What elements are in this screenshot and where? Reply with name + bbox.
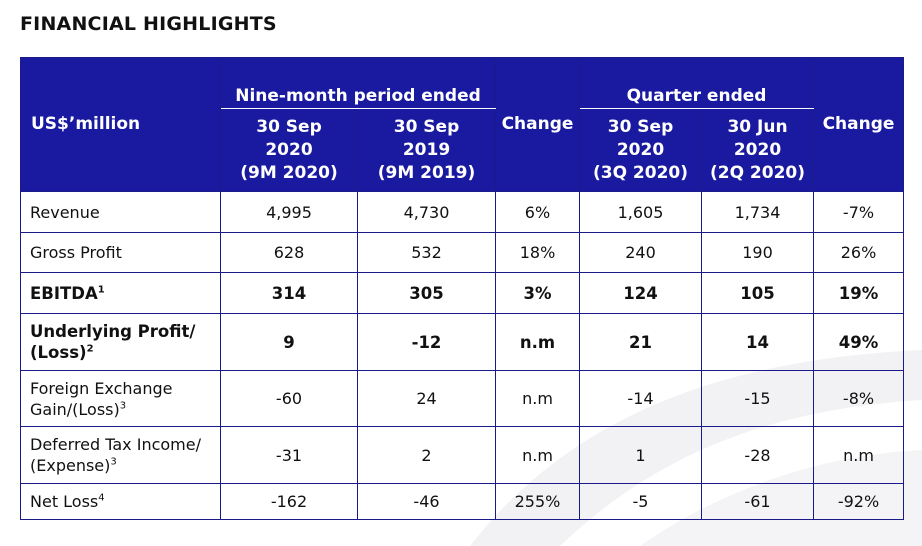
cell-9m-2019: -12 — [357, 313, 496, 371]
cell-2q-2020: 1,734 — [701, 191, 814, 233]
cell-change-9m: 255% — [495, 483, 580, 520]
row-label: Foreign Exchange Gain/(Loss)3 — [20, 370, 221, 427]
financial-highlights-table: US$’million Nine-month period ended Chan… — [20, 57, 904, 520]
cell-2q-2020: 14 — [701, 313, 814, 371]
cell-change-quarter: 19% — [813, 272, 904, 314]
cell-change-9m: n.m — [495, 370, 580, 427]
row-label: Net Loss4 — [20, 483, 221, 520]
column-header-3q-2020: 30 Sep 2020 (3Q 2020) — [579, 108, 702, 192]
table-row-ebitda: EBITDA1 314 305 3% 124 105 19% — [20, 272, 904, 314]
table-row-foreign-exchange: Foreign Exchange Gain/(Loss)3 -60 24 n.m… — [20, 370, 904, 427]
table-row-gross-profit: Gross Profit 628 532 18% 240 190 26% — [20, 232, 904, 273]
column-header-9m-2019: 30 Sep 2019 (9M 2019) — [357, 108, 496, 192]
cell-2q-2020: 190 — [701, 232, 814, 273]
cell-9m-2020: 628 — [220, 232, 358, 273]
cell-change-quarter: -7% — [813, 191, 904, 233]
change-header-nine-month: Change — [495, 57, 580, 192]
row-label: Gross Profit — [20, 232, 221, 273]
row-label: Underlying Profit/ (Loss)2 — [20, 313, 221, 371]
unit-header: US$’million — [20, 57, 221, 192]
cell-9m-2020: 314 — [220, 272, 358, 314]
cell-change-9m: 18% — [495, 232, 580, 273]
cell-change-quarter: -92% — [813, 483, 904, 520]
cell-9m-2019: 24 — [357, 370, 496, 427]
cell-3q-2020: -5 — [579, 483, 702, 520]
cell-change-9m: n.m — [495, 426, 580, 484]
cell-9m-2020: -31 — [220, 426, 358, 484]
row-label: EBITDA1 — [20, 272, 221, 314]
row-label: Revenue — [20, 191, 221, 233]
table-row-net-loss: Net Loss4 -162 -46 255% -5 -61 -92% — [20, 483, 904, 520]
nine-month-group-header: Nine-month period ended — [220, 57, 496, 109]
row-label: Deferred Tax Income/ (Expense)3 — [20, 426, 221, 484]
cell-3q-2020: -14 — [579, 370, 702, 427]
table-row-revenue: Revenue 4,995 4,730 6% 1,605 1,734 -7% — [20, 191, 904, 233]
table-row-underlying-profit: Underlying Profit/ (Loss)2 9 -12 n.m 21 … — [20, 313, 904, 371]
cell-9m-2019: 305 — [357, 272, 496, 314]
cell-9m-2020: 4,995 — [220, 191, 358, 233]
cell-9m-2020: -60 — [220, 370, 358, 427]
cell-9m-2019: 532 — [357, 232, 496, 273]
cell-change-quarter: 49% — [813, 313, 904, 371]
cell-change-9m: 3% — [495, 272, 580, 314]
cell-9m-2019: -46 — [357, 483, 496, 520]
cell-9m-2019: 2 — [357, 426, 496, 484]
cell-3q-2020: 124 — [579, 272, 702, 314]
quarter-group-header: Quarter ended — [579, 57, 814, 109]
page-title: FINANCIAL HIGHLIGHTS — [20, 13, 277, 35]
column-header-2q-2020: 30 Jun 2020 (2Q 2020) — [701, 108, 814, 192]
cell-3q-2020: 1,605 — [579, 191, 702, 233]
table-row-deferred-tax: Deferred Tax Income/ (Expense)3 -31 2 n.… — [20, 426, 904, 484]
cell-change-9m: n.m — [495, 313, 580, 371]
cell-change-9m: 6% — [495, 191, 580, 233]
cell-3q-2020: 240 — [579, 232, 702, 273]
cell-2q-2020: -15 — [701, 370, 814, 427]
cell-2q-2020: -61 — [701, 483, 814, 520]
cell-change-quarter: n.m — [813, 426, 904, 484]
cell-2q-2020: -28 — [701, 426, 814, 484]
cell-9m-2020: -162 — [220, 483, 358, 520]
cell-9m-2019: 4,730 — [357, 191, 496, 233]
cell-change-quarter: 26% — [813, 232, 904, 273]
cell-2q-2020: 105 — [701, 272, 814, 314]
change-header-quarter: Change — [813, 57, 904, 192]
cell-3q-2020: 21 — [579, 313, 702, 371]
cell-change-quarter: -8% — [813, 370, 904, 427]
column-header-9m-2020: 30 Sep 2020 (9M 2020) — [220, 108, 358, 192]
cell-9m-2020: 9 — [220, 313, 358, 371]
cell-3q-2020: 1 — [579, 426, 702, 484]
